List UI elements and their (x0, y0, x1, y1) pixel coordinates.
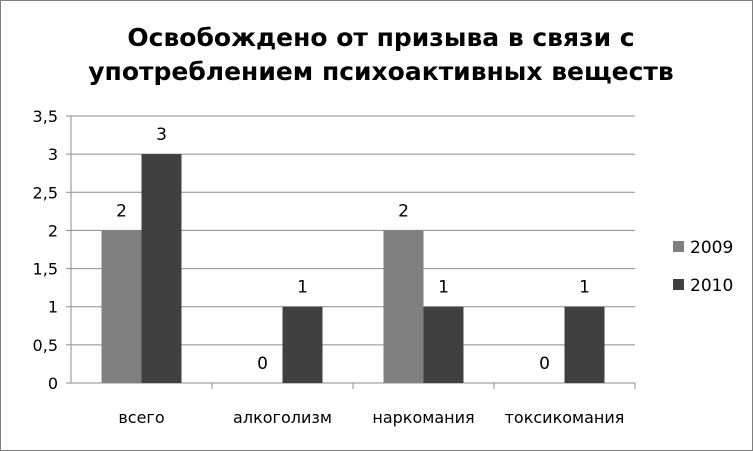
y-tick-label: 1,5 (33, 260, 58, 279)
bar-2010 (282, 306, 323, 383)
bar-2010 (141, 154, 182, 383)
bar-2010 (564, 306, 605, 383)
data-label: 0 (257, 354, 268, 374)
bar-2009 (383, 230, 424, 383)
chart-title-line-1: Освобождено от призыва в связи с (127, 23, 635, 52)
y-tick-label: 3 (48, 145, 58, 164)
bar-2010 (423, 306, 464, 383)
legend-swatch-2010 (673, 279, 684, 290)
data-label: 1 (297, 278, 308, 298)
y-tick-label: 2 (48, 221, 58, 240)
legend-label: 2009 (690, 238, 733, 258)
data-label: 1 (438, 278, 449, 298)
category-label: токсикомания (505, 408, 625, 427)
category-label: алкоголизм (233, 408, 332, 427)
category-label: наркомания (372, 408, 474, 427)
chart-title-line-2: употреблением психоактивных веществ (88, 57, 674, 86)
legend-swatch-2009 (673, 241, 684, 252)
data-label: 1 (579, 278, 590, 298)
data-label: 3 (156, 125, 167, 145)
category-label: всего (118, 408, 164, 427)
y-tick-label: 0 (48, 374, 58, 393)
bar-2009 (101, 230, 142, 383)
y-tick-label: 1 (48, 298, 58, 317)
y-tick-label: 2,5 (33, 183, 58, 202)
chart-title: Освобождено от призыва в связи с употреб… (61, 21, 701, 89)
legend-label: 2010 (690, 276, 733, 296)
data-label: 2 (398, 201, 409, 221)
y-tick-label: 3,5 (33, 107, 58, 126)
data-label: 0 (539, 354, 550, 374)
data-label: 2 (116, 201, 127, 221)
y-tick-label: 0,5 (33, 336, 58, 355)
